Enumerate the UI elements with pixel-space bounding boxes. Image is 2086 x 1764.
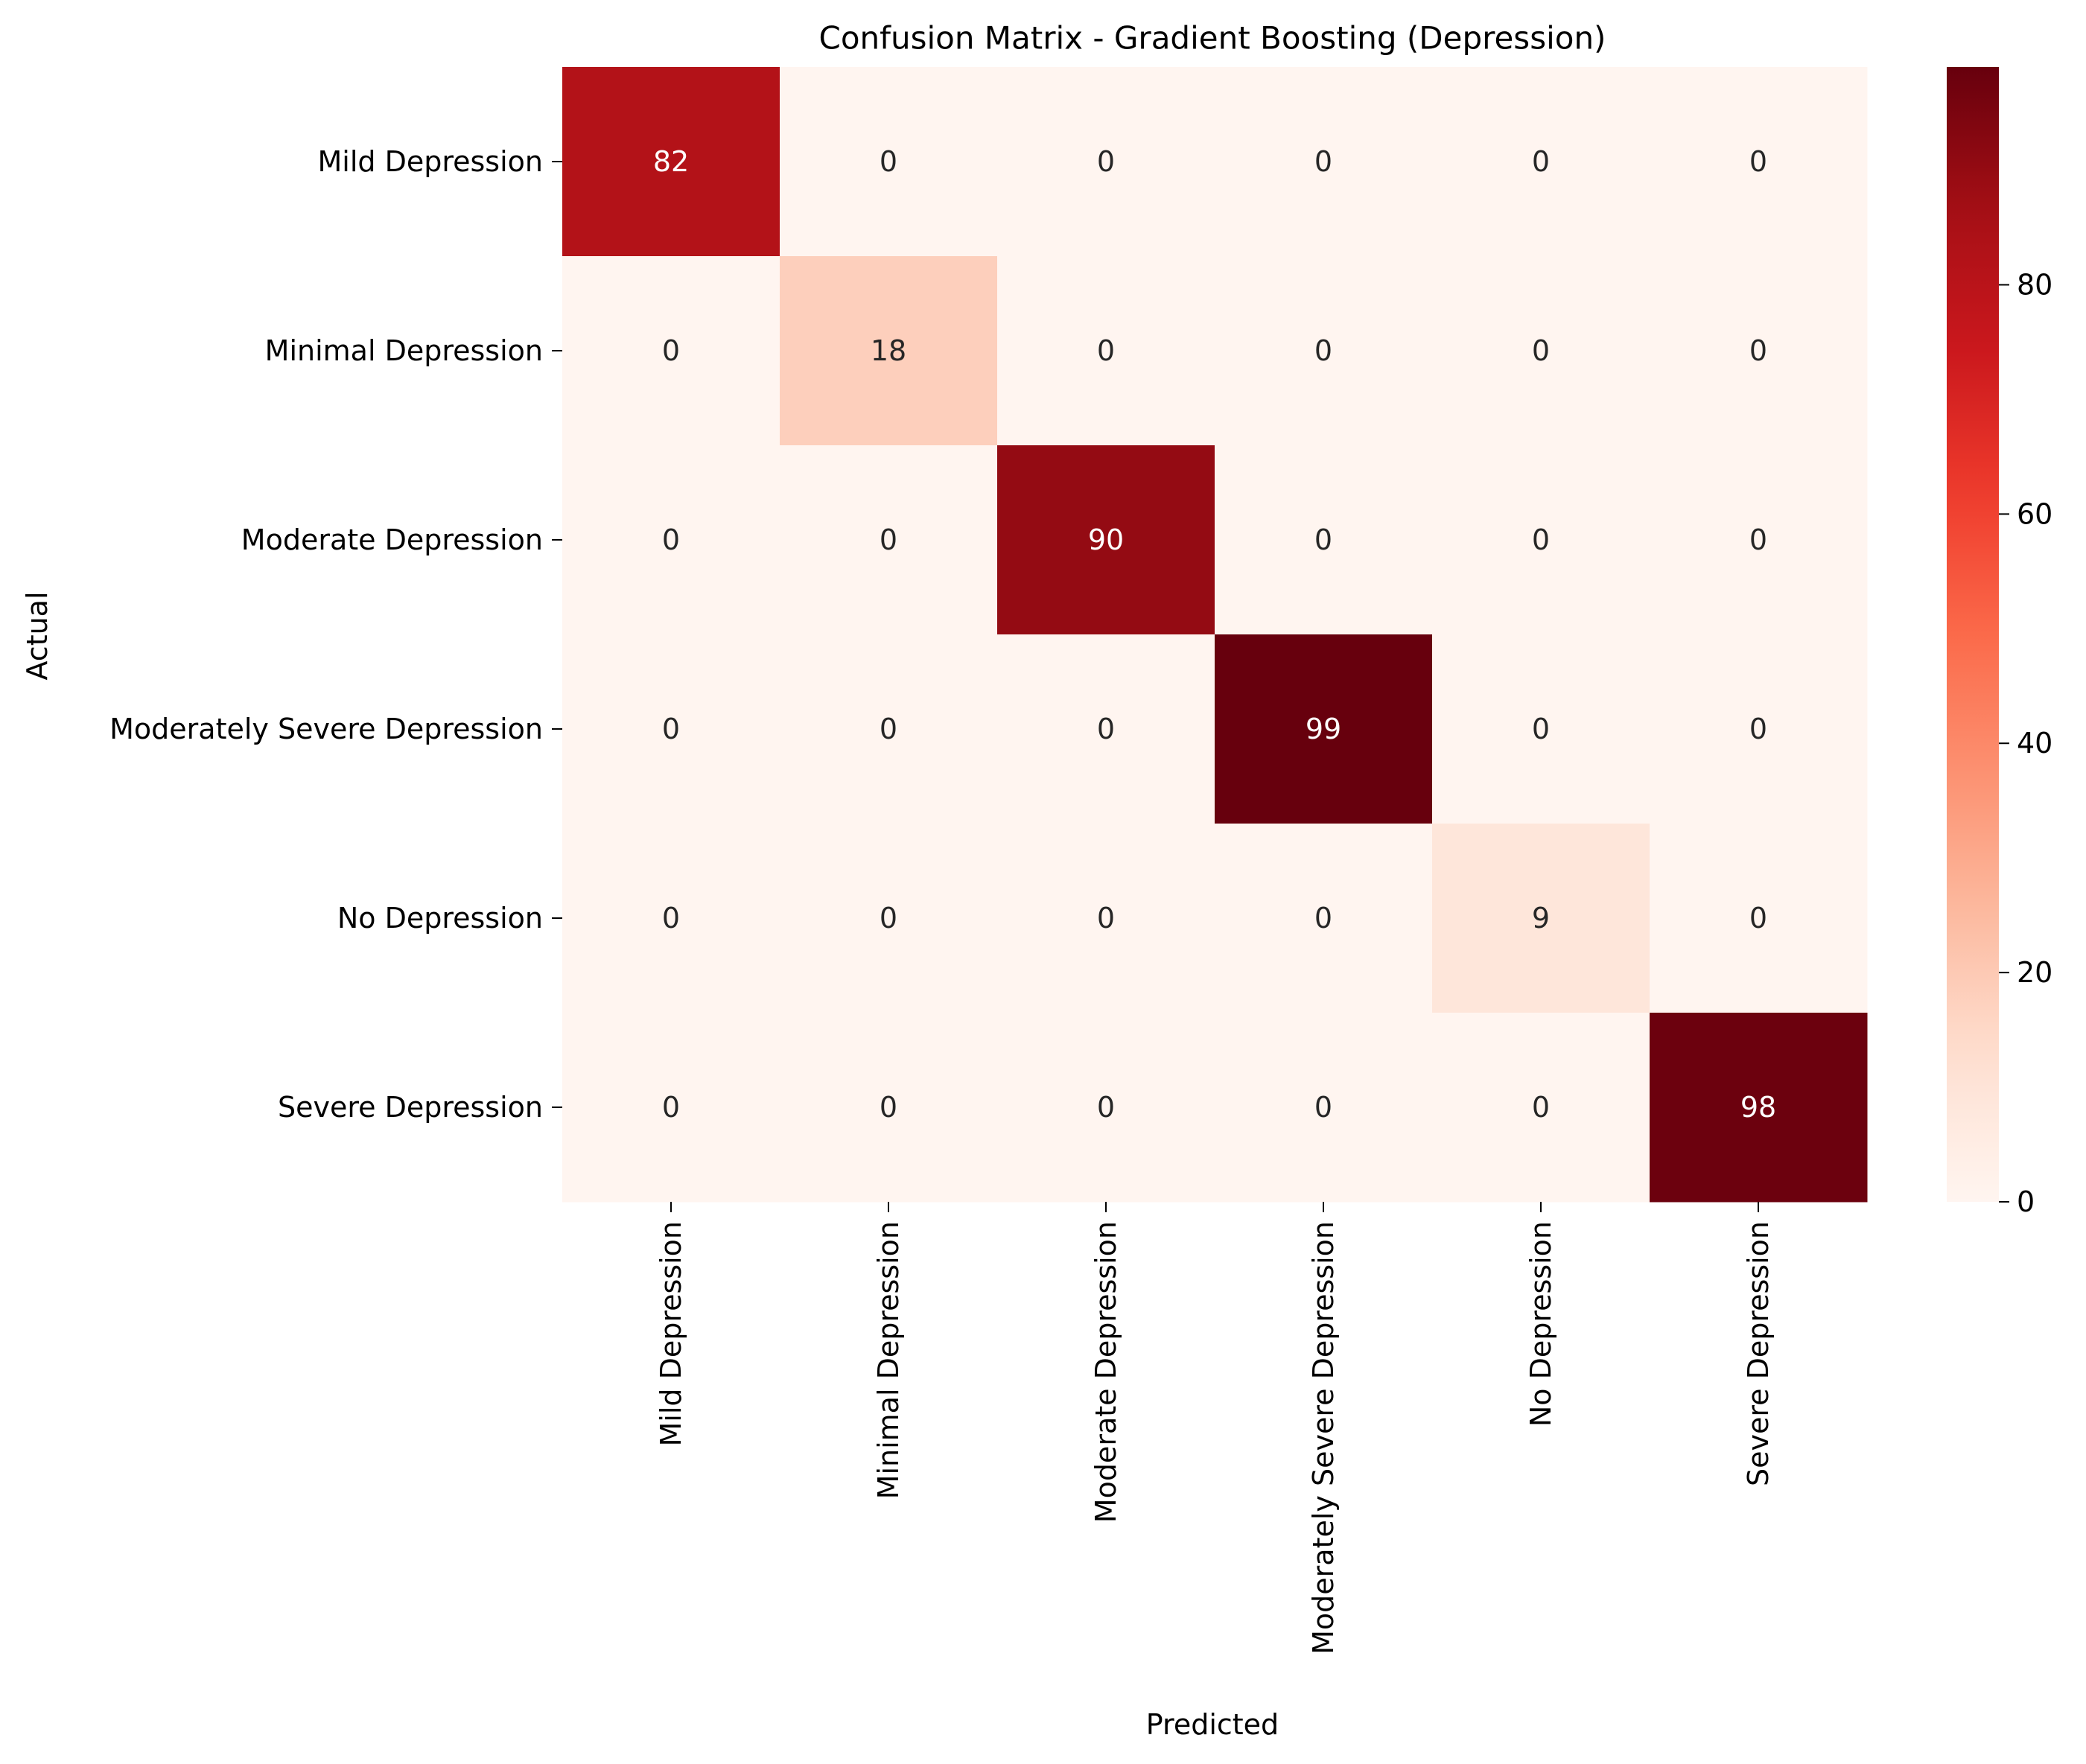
heatmap-cell xyxy=(1215,634,1433,824)
heatmap-cell xyxy=(562,445,780,635)
cell-value-label: 0 xyxy=(1532,1091,1550,1124)
y-tick-label: Mild Depression xyxy=(317,145,543,178)
heatmap-cell xyxy=(780,824,998,1013)
heatmap-cell xyxy=(1650,634,1868,824)
cell-value-label: 0 xyxy=(1532,523,1550,556)
y-tick-label: Severe Depression xyxy=(278,1091,543,1124)
y-tick-label: Minimal Depression xyxy=(265,334,543,367)
cell-value-label: 0 xyxy=(1314,334,1332,367)
heatmap-cell xyxy=(562,1013,780,1203)
cell-value-label: 0 xyxy=(1314,145,1332,178)
heatmap-cell xyxy=(997,634,1215,824)
colorbar-gradient xyxy=(1947,67,1999,1202)
cell-value-label: 0 xyxy=(880,902,897,934)
cell-value-label: 0 xyxy=(1097,1091,1115,1124)
heatmap-cell xyxy=(1215,67,1433,257)
heatmap-cell xyxy=(780,67,998,257)
cell-value-label: 82 xyxy=(653,145,689,178)
cell-value-label: 9 xyxy=(1532,902,1550,934)
cell-value-label: 0 xyxy=(662,523,680,556)
cell-value-label: 0 xyxy=(662,1091,680,1124)
heatmap-cell xyxy=(1215,256,1433,446)
chart-title: Confusion Matrix - Gradient Boosting (De… xyxy=(819,20,1606,57)
colorbar-tick-label: 80 xyxy=(2017,268,2052,301)
cell-value-label: 99 xyxy=(1306,713,1341,745)
x-tick-label: No Depression xyxy=(1524,1221,1557,1427)
cell-value-label: 0 xyxy=(662,713,680,745)
heatmap-cell xyxy=(1432,1013,1650,1203)
heatmap-cell xyxy=(1215,445,1433,635)
heatmap-cell xyxy=(1215,824,1433,1013)
heatmap-cell xyxy=(562,67,780,257)
cell-value-label: 0 xyxy=(1532,713,1550,745)
x-tick-label: Moderate Depression xyxy=(1090,1221,1122,1523)
colorbar: 0 20 40 60 80 xyxy=(1947,67,2052,1218)
heatmap-cell xyxy=(997,445,1215,635)
cell-value-label: 0 xyxy=(880,145,897,178)
heatmap-cell xyxy=(780,634,998,824)
heatmap-cell xyxy=(780,445,998,635)
heatmap-cell xyxy=(1650,1013,1868,1203)
heatmap-cells xyxy=(562,67,1868,1203)
colorbar-tick-label: 0 xyxy=(2017,1185,2035,1218)
cell-value-label: 0 xyxy=(1314,902,1332,934)
heatmap-cell xyxy=(1432,256,1650,446)
cell-value-label: 0 xyxy=(1749,523,1767,556)
heatmap-cell xyxy=(997,824,1215,1013)
heatmap-cell xyxy=(562,824,780,1013)
heatmap-cell xyxy=(1650,445,1868,635)
heatmap-cell xyxy=(780,1013,998,1203)
cell-value-label: 0 xyxy=(1749,713,1767,745)
cell-value-label: 0 xyxy=(880,523,897,556)
x-tick-label: Severe Depression xyxy=(1742,1221,1775,1486)
y-tick-label: Moderately Severe Depression xyxy=(109,713,543,745)
heatmap-cell xyxy=(562,256,780,446)
heatmap-cell xyxy=(1650,67,1868,257)
cell-value-label: 0 xyxy=(1749,902,1767,934)
colorbar-tick-label: 20 xyxy=(2017,956,2052,989)
x-tick-label: Mild Depression xyxy=(655,1221,687,1447)
cell-value-label: 0 xyxy=(1097,713,1115,745)
x-axis-label: Predicted xyxy=(1146,1708,1279,1741)
heatmap-cell-labels: 82 0 0 0 0 00 18 0 0 0 00 0 90 0 0 00 0 0 99 0 00 0 0 0 9 00 0 0 0 0 9… xyxy=(653,145,1776,1124)
y-tick-label: No Depression xyxy=(337,902,543,934)
cell-value-label: 0 xyxy=(880,1091,897,1124)
heatmap-cell xyxy=(1215,1013,1433,1203)
x-tick-label: Minimal Depression xyxy=(872,1221,905,1499)
heatmap-cell xyxy=(997,1013,1215,1203)
cell-value-label: 98 xyxy=(1740,1091,1776,1124)
heatmap-cell xyxy=(997,67,1215,257)
heatmap-cell xyxy=(1432,67,1650,257)
cell-value-label: 0 xyxy=(1749,334,1767,367)
heatmap-cell xyxy=(780,256,998,446)
cell-value-label: 0 xyxy=(662,334,680,367)
x-axis: Mild Depression Minimal Depression Moderat… xyxy=(655,1202,1775,1655)
cell-value-label: 0 xyxy=(1314,523,1332,556)
heatmap-cell xyxy=(1432,634,1650,824)
cell-value-label: 0 xyxy=(1532,145,1550,178)
cell-value-label: 90 xyxy=(1088,523,1124,556)
cell-value-label: 0 xyxy=(880,713,897,745)
heatmap-cell xyxy=(1650,256,1868,446)
cell-value-label: 0 xyxy=(1097,145,1115,178)
y-axis: Mild Depression Minimal Depression Moderat… xyxy=(109,145,562,1124)
cell-value-label: 0 xyxy=(1097,902,1115,934)
cell-value-label: 0 xyxy=(662,902,680,934)
y-tick-label: Moderate Depression xyxy=(241,523,543,556)
heatmap-cell xyxy=(1432,445,1650,635)
heatmap-cell xyxy=(1650,824,1868,1013)
cell-value-label: 18 xyxy=(871,334,906,367)
heatmap-cell xyxy=(997,256,1215,446)
heatmap-cell xyxy=(1432,824,1650,1013)
cell-value-label: 0 xyxy=(1532,334,1550,367)
heatmap-cell xyxy=(562,634,780,824)
cell-value-label: 0 xyxy=(1097,334,1115,367)
x-tick-label: Moderately Severe Depression xyxy=(1307,1221,1340,1655)
cell-value-label: 0 xyxy=(1314,1091,1332,1124)
colorbar-tick-label: 60 xyxy=(2017,497,2052,530)
colorbar-tick-label: 40 xyxy=(2017,727,2052,760)
cell-value-label: 0 xyxy=(1749,145,1767,178)
y-axis-label: Actual xyxy=(21,591,54,680)
